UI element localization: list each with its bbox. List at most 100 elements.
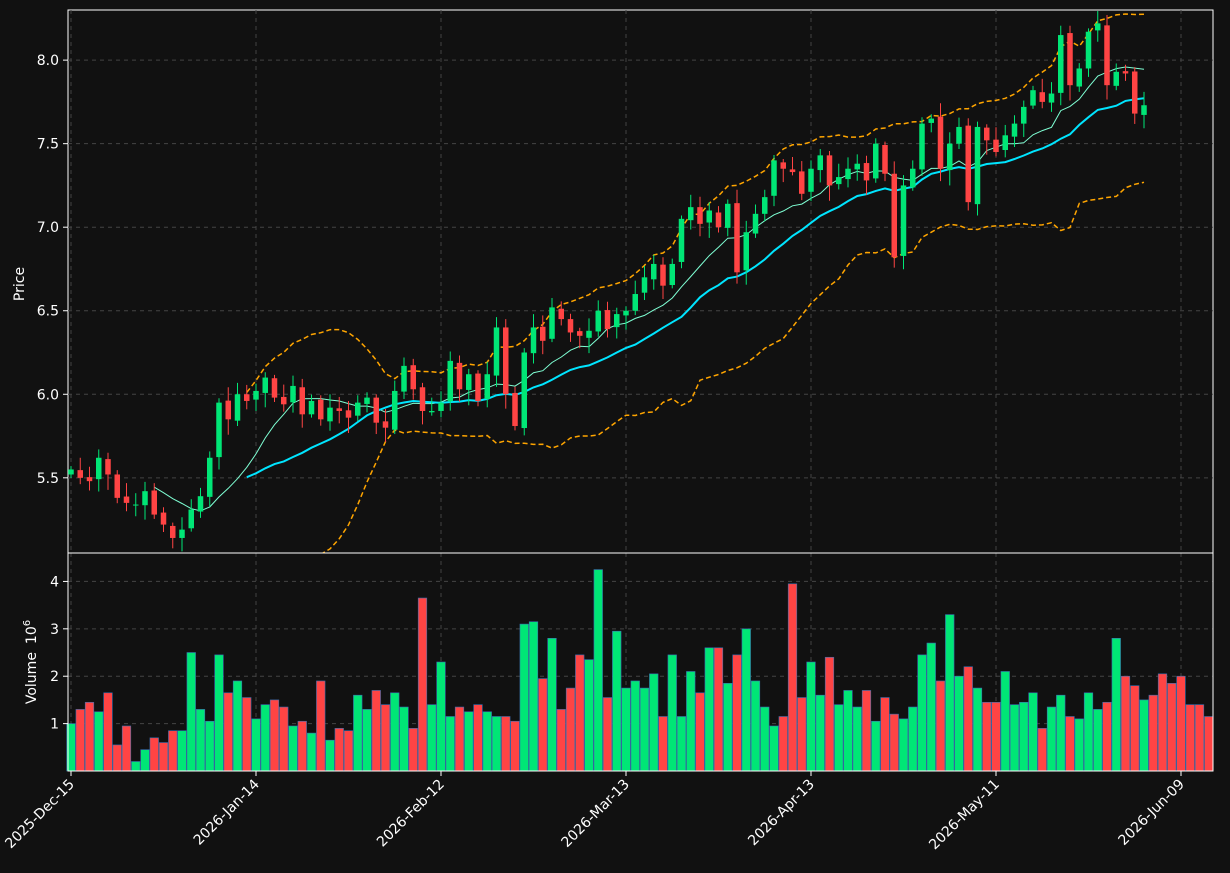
price-gridlines (68, 10, 1213, 553)
candlestick (336, 396, 342, 424)
volume-bar (649, 673, 659, 772)
volume-bar (1176, 675, 1186, 772)
volume-bar (288, 725, 298, 772)
volume-bar (316, 680, 326, 772)
volume-bar (584, 659, 594, 772)
volume-bar (1157, 673, 1168, 772)
volume-bar (871, 720, 881, 772)
candle-body (271, 378, 278, 398)
price-axis-label: Price (12, 267, 28, 301)
candle-body (910, 168, 916, 188)
candle-body (984, 127, 990, 141)
volume-bar (639, 687, 650, 772)
candlestick (105, 452, 111, 490)
volume-bar (963, 666, 973, 772)
candlestick (299, 378, 305, 428)
candle-body (68, 469, 74, 475)
volume-bar (1046, 706, 1057, 772)
candlestick (1067, 25, 1073, 101)
volume-bar (186, 652, 196, 772)
candle-body (345, 410, 352, 418)
volume-bar (103, 692, 113, 772)
volume-bar (612, 630, 622, 772)
volume-bar (417, 597, 428, 772)
candlestick (225, 387, 231, 435)
volume-bar (1083, 692, 1094, 772)
candle-body (419, 387, 426, 411)
candle-body (956, 126, 962, 144)
volume-bar (945, 614, 955, 772)
candle-body (549, 307, 555, 339)
candle-body (762, 197, 768, 214)
candlestick (1058, 25, 1064, 106)
upper-band-line (246, 13, 1145, 393)
candlestick (133, 493, 139, 517)
candlestick (836, 163, 842, 190)
candle-body (706, 210, 712, 223)
volume-bar (917, 654, 927, 772)
candle-body (123, 496, 130, 503)
candlestick (456, 355, 463, 402)
candlestick (891, 161, 897, 268)
candle-body (725, 203, 731, 228)
candle-body (327, 407, 333, 422)
candle-body (96, 457, 102, 480)
candle-body (697, 207, 703, 224)
candlestick (845, 157, 851, 188)
price-tick-label: 6.5 (37, 304, 59, 320)
candle-body (1021, 106, 1027, 124)
volume-bar (519, 623, 529, 772)
volume-tick-label: 1 (50, 717, 59, 733)
volume-bar (556, 709, 566, 772)
volume-bar (565, 687, 576, 772)
candle-body (299, 387, 305, 415)
volume-bar (972, 687, 983, 772)
volume-bar (750, 680, 761, 772)
candlestick (419, 382, 426, 425)
candlesticks (68, 11, 1147, 552)
volume-bar (260, 704, 270, 772)
candlestick (947, 132, 953, 186)
candle-body (484, 374, 490, 399)
volume-bar (769, 725, 779, 772)
candlestick (900, 175, 907, 270)
candle-body (817, 155, 823, 171)
candlestick (438, 391, 444, 418)
candlestick (678, 215, 685, 269)
price-axis: 5.5 6.0 6.5 7.0 7.5 8.0 (37, 53, 68, 487)
candlestick (882, 141, 888, 182)
candle-body (614, 314, 620, 328)
candlestick (863, 155, 870, 195)
candlestick (854, 154, 860, 181)
candle-body (105, 459, 111, 475)
candlestick (364, 392, 370, 413)
volume-bar (177, 730, 187, 772)
candlestick (928, 114, 934, 133)
candle-body (142, 491, 148, 506)
price-bands (246, 13, 1145, 553)
candle-body (604, 310, 611, 330)
candlestick (493, 317, 500, 387)
candlestick (253, 383, 259, 411)
volume-bar (436, 661, 446, 772)
candle-body (466, 374, 472, 390)
volume-axis-label: Volume 106 (22, 620, 40, 704)
candle-body (401, 365, 407, 392)
candlestick (123, 483, 130, 512)
candle-body (456, 362, 463, 390)
candlestick (503, 319, 509, 409)
candle-body (216, 402, 222, 458)
candle-body (854, 163, 860, 170)
volume-bar (195, 709, 206, 772)
volume-bar (732, 654, 742, 772)
candle-body (318, 399, 324, 420)
volume-bar (824, 656, 835, 772)
candlestick (392, 380, 398, 435)
candle-body (873, 143, 879, 179)
volume-bar (149, 737, 159, 772)
candlestick (549, 298, 555, 343)
candlestick (817, 149, 823, 183)
candlestick (697, 196, 703, 237)
candle-body (771, 160, 777, 196)
candlestick (614, 307, 620, 339)
